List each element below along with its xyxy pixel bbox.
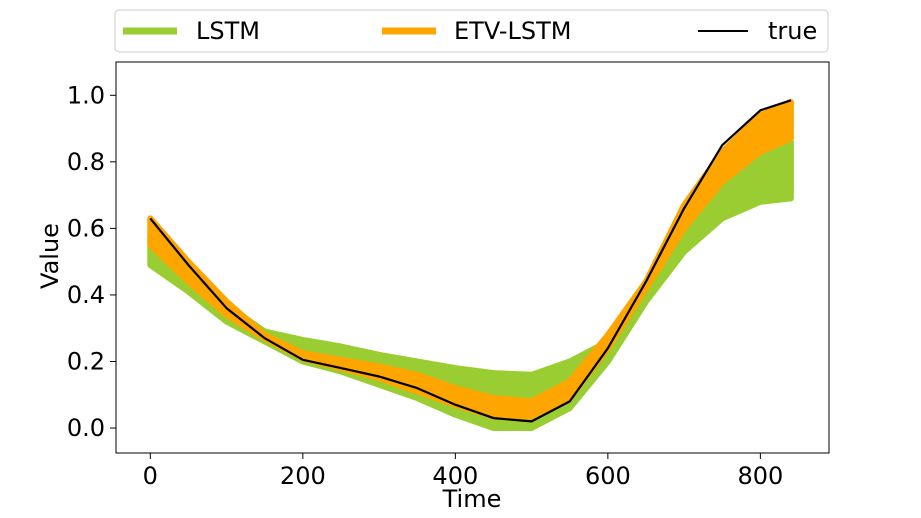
legend-label-true: true [768,17,817,45]
legend-label-lstm: LSTM [196,17,260,45]
y-axis-label: Value [36,223,64,289]
legend-label-etv-lstm: ETV-LSTM [454,17,571,45]
x-tick-label: 200 [280,462,326,490]
plot-frame [115,61,830,454]
x-tick-label: 600 [585,462,631,490]
x-axis-label: Time [442,485,502,513]
y-tick-label: 0.2 [67,347,105,375]
series-line-true [149,99,792,423]
x-tick-label: 0 [143,462,158,490]
y-tick-label: 0.0 [67,414,105,442]
x-tick-label: 400 [432,462,478,490]
y-tick-label: 0.8 [67,148,105,176]
legend-box [114,9,829,53]
y-axis: 0.0 0.2 0.4 0.6 0.8 1.0 [67,81,116,442]
y-tick-label: 0.6 [67,214,105,242]
x-axis: 0 200 400 600 800 [143,453,783,490]
plot-area [147,98,794,431]
band-lstm [147,138,794,431]
legend: LSTM ETV-LSTM true [114,9,829,53]
y-tick-label: 0.4 [67,281,105,309]
y-tick-label: 1.0 [67,81,105,109]
x-tick-label: 800 [737,462,783,490]
